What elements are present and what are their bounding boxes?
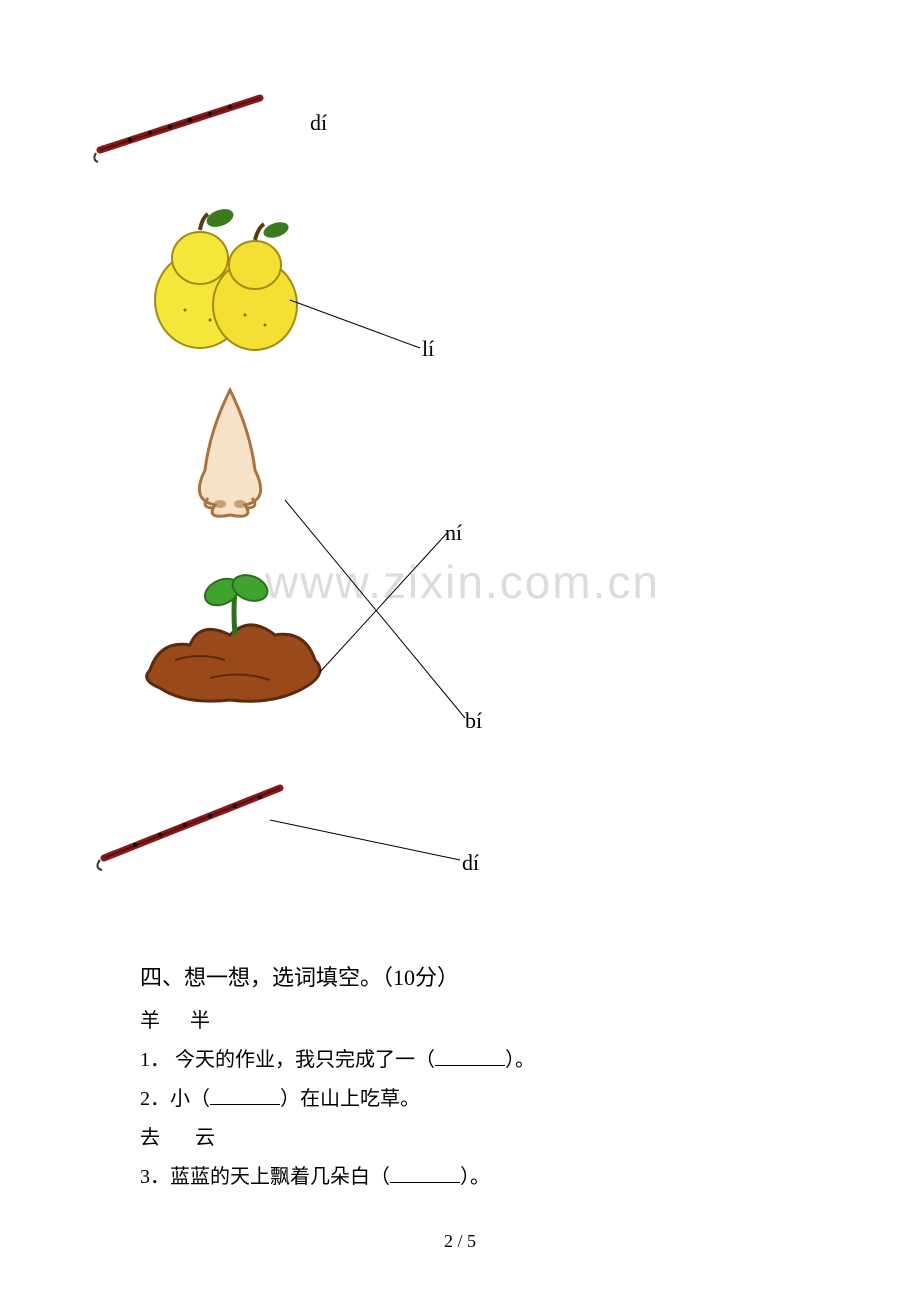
q1-suffix: ）。	[505, 1049, 535, 1071]
image-flute-bottom	[90, 780, 290, 875]
page-number: 2 / 5	[0, 1231, 920, 1252]
bank1-word-b: 半	[190, 1010, 210, 1032]
image-soil-sprout	[130, 560, 340, 725]
page: www.zixin.com.cn dí	[0, 0, 920, 1302]
bank1-word-a: 羊	[140, 1010, 160, 1032]
q3-suffix: ）。	[460, 1166, 490, 1188]
pinyin-label-di-bottom: dí	[462, 850, 479, 876]
q3-blank[interactable]	[390, 1164, 460, 1183]
match-line-soil	[320, 532, 470, 682]
q3-prefix: 3．蓝蓝的天上飘着几朵白（	[140, 1166, 390, 1188]
content-area: dí lí	[140, 100, 780, 1199]
bank2-word-b: 云	[195, 1127, 215, 1149]
q1-blank[interactable]	[435, 1047, 505, 1066]
image-flute-top	[90, 90, 270, 165]
question-2: 2．小（ ）在山上吃草。	[140, 1082, 780, 1111]
matching-exercise: dí lí	[140, 100, 780, 920]
question-1: 1． 今天的作业，我只完成了一（ ）。	[140, 1043, 780, 1072]
match-line-flute-bottom	[270, 820, 470, 870]
word-bank-1: 羊 半	[140, 1004, 780, 1033]
pinyin-label-di-top: dí	[310, 110, 327, 136]
word-bank-2: 去 云	[140, 1121, 780, 1150]
match-line-pears	[290, 300, 430, 360]
q2-suffix: ）在山上吃草。	[280, 1088, 420, 1110]
bank2-word-a: 去	[140, 1127, 160, 1149]
section-4-heading: 四、想一想，选词填空。（10分）	[140, 960, 780, 992]
q2-prefix: 2．小（	[140, 1088, 210, 1110]
pinyin-label-bi: bí	[465, 708, 482, 734]
question-3: 3．蓝蓝的天上飘着几朵白（ ）。	[140, 1160, 780, 1189]
q1-prefix: 1． 今天的作业，我只完成了一（	[140, 1049, 435, 1071]
q2-blank[interactable]	[210, 1086, 280, 1105]
pinyin-label-li: lí	[422, 336, 434, 362]
